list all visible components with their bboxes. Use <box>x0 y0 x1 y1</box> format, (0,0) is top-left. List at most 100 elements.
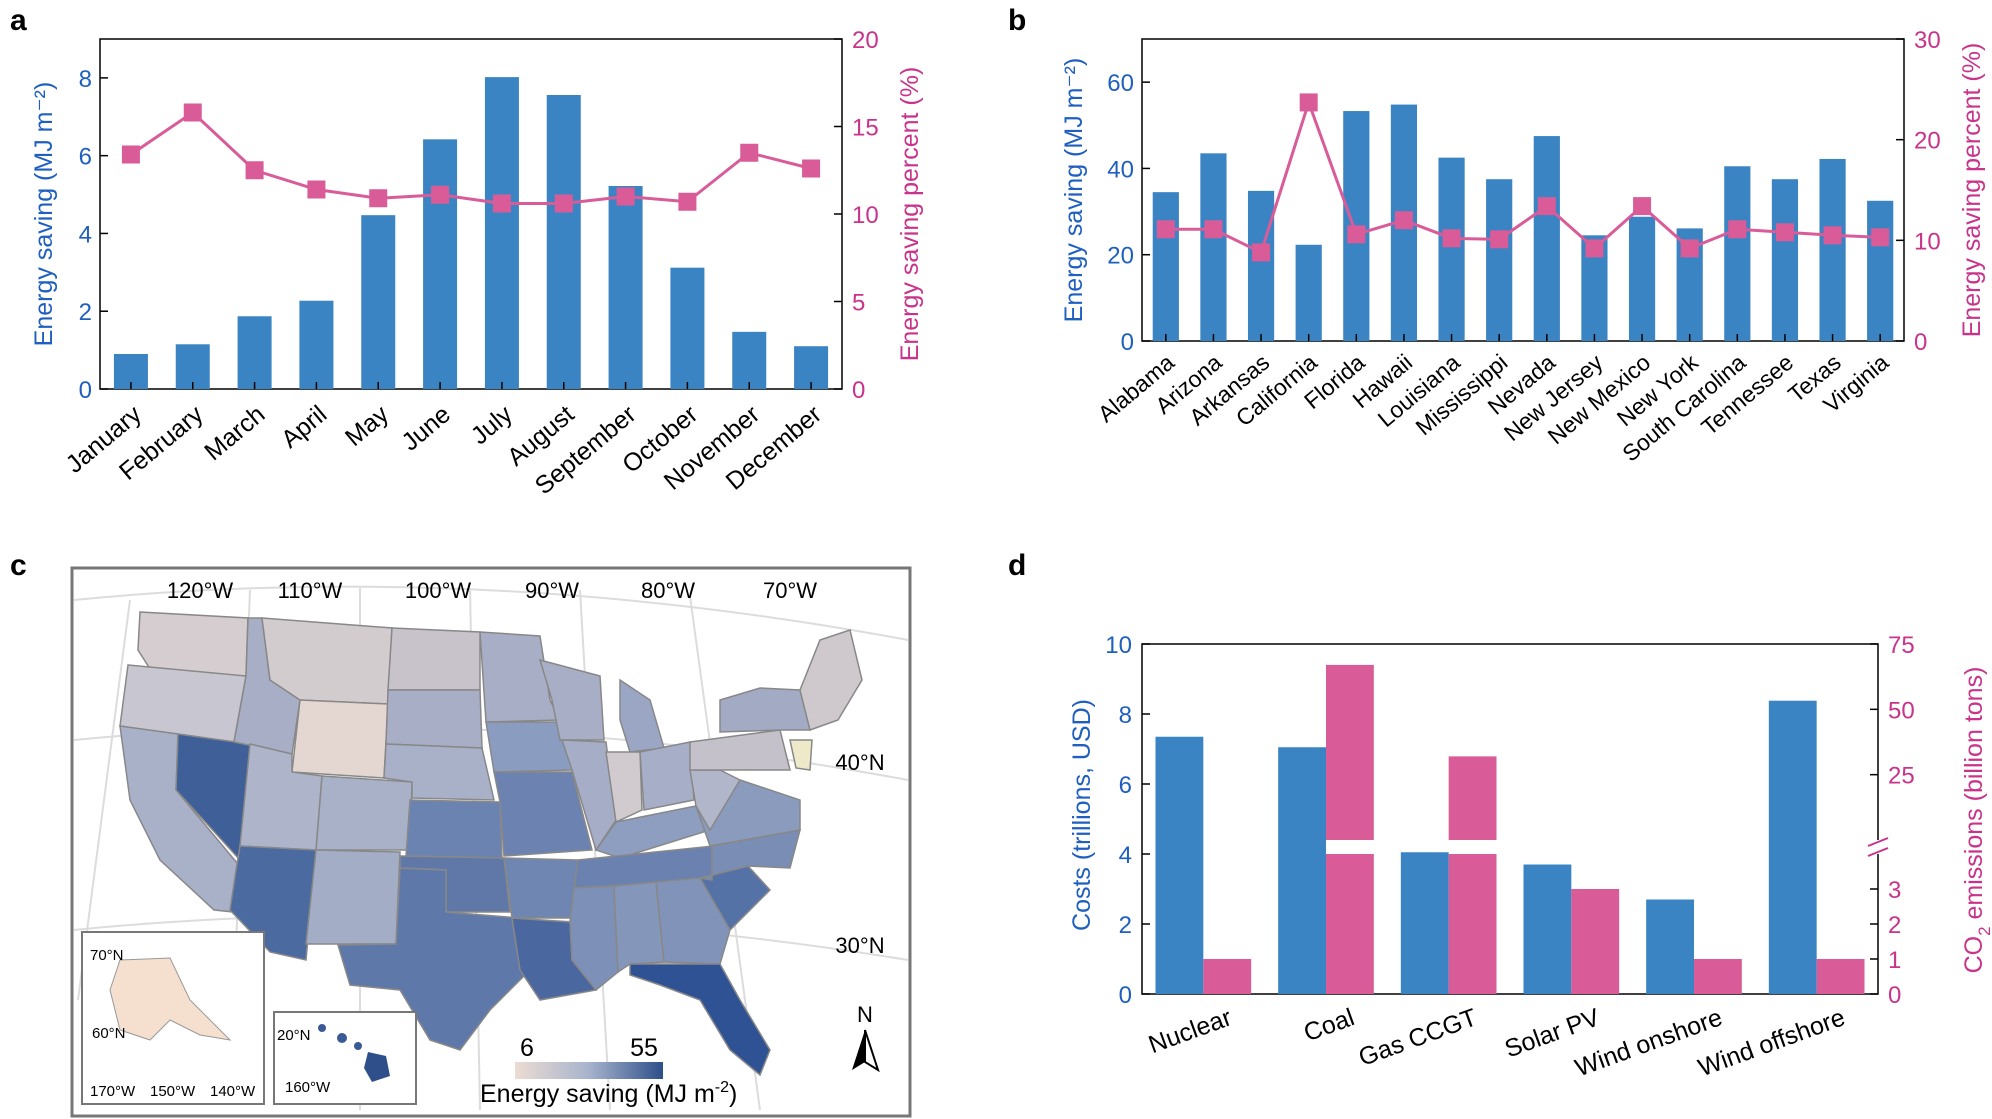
state-new-mexico <box>305 849 401 945</box>
d-co2-bar <box>1694 959 1742 994</box>
state-texas <box>336 867 531 1051</box>
d-ytick2-label: 3 <box>1888 877 1901 904</box>
b-bar <box>1295 244 1322 341</box>
a-ytick-label: 4 <box>79 221 92 248</box>
north-arrow-left <box>852 1030 865 1070</box>
panel-label-b: b <box>1008 4 1026 37</box>
a-xtick-label: June <box>396 400 456 456</box>
north-label: N <box>857 1002 873 1027</box>
a-percent-point <box>554 194 573 213</box>
d-cost-bar <box>1768 700 1817 994</box>
b-bar <box>1867 200 1894 341</box>
state-new-jersey <box>789 739 813 771</box>
a-percent-line <box>130 110 812 205</box>
d-xtick-label: Coal <box>1300 1003 1358 1047</box>
state-florida <box>629 963 771 1077</box>
d-xtick-label: Gas CCGT <box>1355 1003 1481 1072</box>
b-percent-point <box>1204 220 1223 239</box>
lon-label-100w: 100°W <box>405 578 472 603</box>
alaska-lon-170w: 170°W <box>90 1083 136 1100</box>
d-ytick-label: 6 <box>1119 772 1132 799</box>
state-wyoming <box>291 699 389 779</box>
a-ytick-label: 6 <box>79 144 92 171</box>
a-percent-point <box>183 103 202 122</box>
hawaii-island <box>354 1042 362 1050</box>
a-percent-point <box>492 194 511 213</box>
chart-d-ylabel2: CO2 emissions (billion tons) <box>1960 667 1992 974</box>
state-alaska <box>109 957 232 1041</box>
d-ytick-label: 8 <box>1119 702 1132 729</box>
d-cost-bar <box>1523 864 1572 994</box>
b-bar <box>1533 136 1560 341</box>
b-ytick2-label: 20 <box>1914 128 1941 155</box>
a-percent-point <box>740 143 759 162</box>
b-percent-point <box>1680 239 1699 258</box>
lon-label-90w: 90°W <box>525 578 579 603</box>
a-bar <box>546 95 581 389</box>
chart-b-ylabel2: Energy saving percent (%) <box>1958 43 1986 338</box>
a-bar <box>484 77 519 389</box>
d-ytick-label: 2 <box>1119 912 1132 939</box>
map-legend: 6 55 Energy saving (MJ m-2) <box>480 1034 737 1108</box>
alaska-lon-150w: 150°W <box>150 1083 196 1100</box>
a-percent-point <box>616 187 635 206</box>
hawaii-big-island <box>364 1052 390 1082</box>
b-ytick2-label: 30 <box>1914 27 1941 54</box>
north-arrow: N <box>852 1002 880 1073</box>
hawaii-island <box>337 1033 347 1043</box>
b-percent-point <box>1442 229 1461 248</box>
b-bar <box>1247 190 1275 341</box>
axis-break <box>1867 837 1889 857</box>
state-pennsylvania <box>689 729 791 771</box>
b-bar <box>1200 153 1227 341</box>
legend-max: 55 <box>630 1034 658 1062</box>
chart-d-frame <box>1141 643 1879 995</box>
b-percent-point <box>1871 228 1890 247</box>
d-ytick-label: 0 <box>1119 982 1132 1009</box>
b-ytick-label: 40 <box>1107 156 1134 183</box>
d-co2-bar-upper <box>1448 756 1497 840</box>
hawaii-lon-160w: 160°W <box>285 1079 331 1096</box>
a-bar <box>299 300 334 389</box>
state-kansas <box>405 799 503 859</box>
d-co2-bar <box>1448 854 1497 994</box>
a-ytick2-label: 0 <box>852 377 865 404</box>
b-bar <box>1771 179 1799 341</box>
b-percent-point <box>1252 243 1271 262</box>
a-percent-point <box>802 159 821 178</box>
chart-a-frame <box>99 38 843 390</box>
alaska-lat-70n: 70°N <box>90 947 124 964</box>
a-percent-point <box>369 189 388 208</box>
map-panel: 120°W 110°W 100°W 90°W 80°W 70°W 40°N 30… <box>70 566 912 1118</box>
state-arkansas <box>503 857 579 919</box>
state-ohio <box>639 741 695 811</box>
a-bar <box>175 344 210 389</box>
d-xtick-label: Nuclear <box>1145 1003 1236 1059</box>
chart-b-frame <box>1141 38 1905 342</box>
a-percent-point <box>431 185 450 204</box>
alaska-lon-140w: 140°W <box>210 1083 256 1100</box>
a-xtick-label: March <box>199 400 270 466</box>
b-ytick-label: 20 <box>1107 243 1134 270</box>
state-washington <box>137 611 249 677</box>
a-percent-point <box>678 192 697 211</box>
a-percent-point <box>121 145 140 164</box>
d-cost-bar <box>1155 736 1204 994</box>
state-nebraska <box>383 743 495 801</box>
a-bar <box>670 267 705 389</box>
panel-label-a: a <box>10 4 27 37</box>
chart-a-ylabel: Energy saving (MJ m⁻²) <box>30 82 58 347</box>
a-ytick2-label: 20 <box>852 27 879 54</box>
state-new-england <box>799 629 863 731</box>
lon-label-120w: 120°W <box>167 578 234 603</box>
a-bar <box>608 186 643 389</box>
lat-label-30n: 30°N <box>835 933 884 958</box>
b-ytick-label: 60 <box>1107 70 1134 97</box>
a-bar <box>423 139 458 389</box>
b-percent-line <box>1165 97 1881 255</box>
d-cost-bar <box>1278 747 1326 994</box>
chart-b-ylabel: Energy saving (MJ m⁻²) <box>1060 58 1088 323</box>
b-percent-point <box>1347 225 1366 244</box>
